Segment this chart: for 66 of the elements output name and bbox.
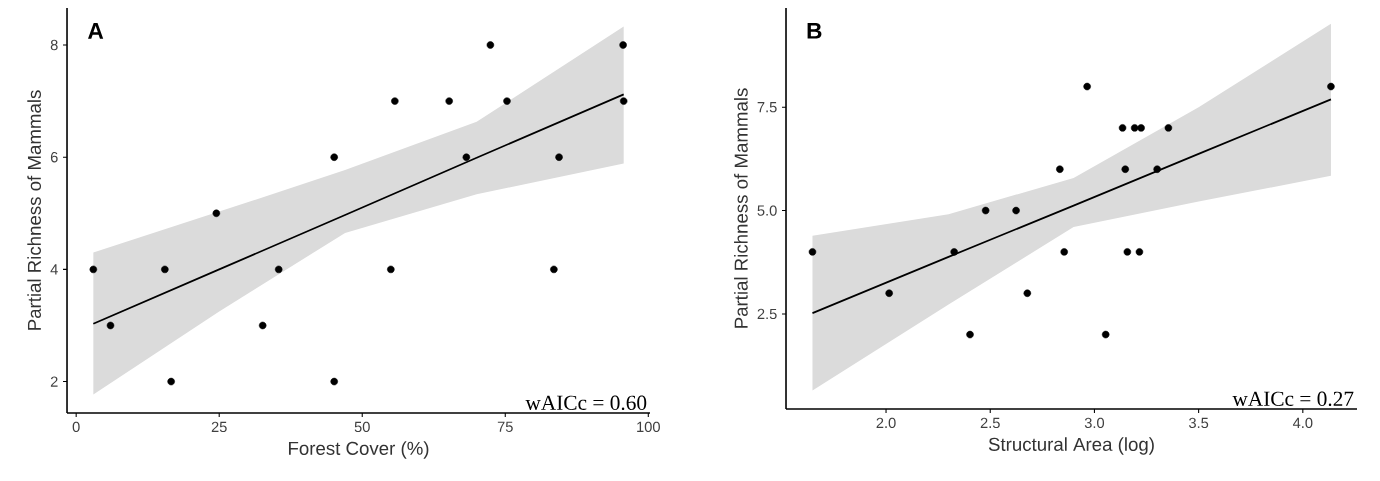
point [1137,124,1145,132]
y-tick-label: 2.5 [757,308,777,320]
point [462,153,471,161]
annotation: wAICc = 0.60 [525,395,647,411]
x-tick-label: 50 [354,421,370,433]
point [1121,165,1130,173]
point [1060,248,1068,256]
point [89,265,98,274]
point [503,97,511,105]
y-axis-title: Partial Richness of Mammals [27,90,41,330]
point [330,153,338,161]
y-tick-label: 4 [50,264,58,275]
point [1135,248,1144,256]
point [387,265,395,274]
point [950,248,958,256]
point [1056,165,1064,173]
annotation: B [807,22,822,39]
x-tick-label: 2.5 [980,417,1000,429]
y-tick-label: 2 [50,376,58,387]
point [486,41,495,49]
point [391,97,399,105]
point [981,206,990,215]
annotation: A [88,23,104,39]
x-tick-label: 25 [211,421,227,433]
point [1118,124,1127,132]
point [274,265,283,274]
point [808,248,817,256]
point [1012,206,1020,215]
y-tick-label: 6 [50,152,58,163]
x-tick-label: 3.0 [1084,417,1105,429]
point [1164,124,1173,132]
y-tick-label: 8 [50,39,58,51]
point [106,321,115,330]
x-tick-label: 4.0 [1292,417,1313,429]
point [1130,124,1139,132]
point [555,153,563,161]
point [258,321,267,330]
x-axis-title: Forest Cover (%) [288,441,429,459]
x-tick-label: 2.0 [876,417,896,429]
x-tick-label: 75 [497,421,513,432]
point [1327,82,1335,91]
point [619,97,628,105]
point [1123,248,1132,256]
line-series [811,98,1332,314]
line-series [92,93,625,325]
x-tick-label: 100 [637,421,660,433]
point [885,289,893,297]
point [1083,82,1091,91]
point [167,377,175,386]
point [1023,289,1032,297]
y-tick-label: 5.0 [757,205,777,216]
x-axis-title: Structural Area (log) [988,437,1154,455]
point [966,330,974,339]
y-tick-label: 7.5 [757,102,777,113]
point [550,265,558,274]
x-tick-label: 0 [72,421,80,433]
point [1101,330,1110,339]
x-tick-label: 3.5 [1188,417,1209,429]
annotation: wAICc = 0.27 [1232,391,1354,407]
point [445,97,453,105]
point [619,41,627,49]
point [330,377,338,386]
point [161,265,169,274]
point [1153,165,1161,173]
y-axis-title: Partial Richness of Mammals [734,88,748,328]
point [212,209,221,218]
